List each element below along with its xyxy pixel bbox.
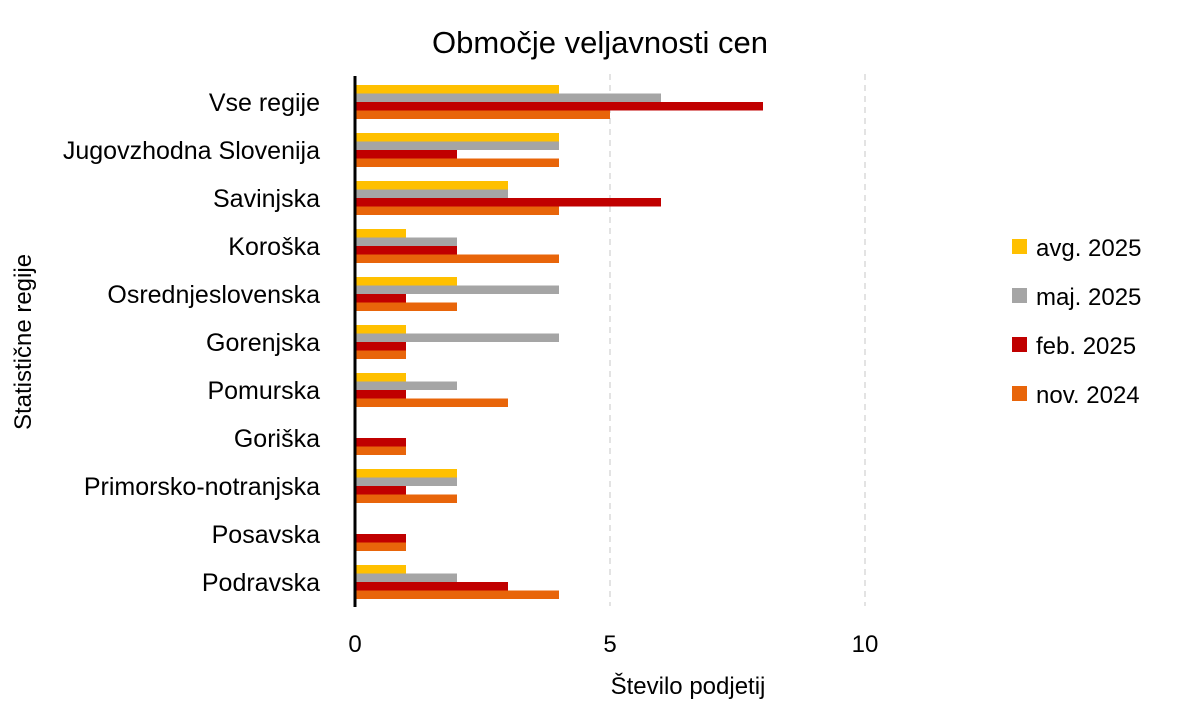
bar <box>355 350 406 359</box>
bar <box>355 542 406 551</box>
bar <box>355 446 406 455</box>
bar <box>355 565 406 574</box>
bar <box>355 373 406 382</box>
bar <box>355 333 559 342</box>
bar <box>355 206 559 215</box>
bar <box>355 133 559 142</box>
x-tick-label: 0 <box>348 631 361 658</box>
legend: avg. 2025 maj. 2025 feb. 2025 nov. 2024 <box>1012 235 1141 409</box>
category-label: Vse regije <box>209 89 320 117</box>
category-label: Podravska <box>202 569 320 597</box>
legend-swatch <box>1012 239 1027 254</box>
legend-label: avg. 2025 <box>1036 235 1141 262</box>
bar <box>355 477 457 486</box>
bar <box>355 438 406 447</box>
bar <box>355 486 406 495</box>
category-label: Pomurska <box>207 377 320 405</box>
bar <box>355 294 406 303</box>
legend-label: nov. 2024 <box>1036 382 1140 409</box>
y-axis-title: Statistične regije <box>10 254 37 430</box>
bar <box>355 93 661 102</box>
bars <box>355 85 763 599</box>
category-label: Savinjska <box>213 185 320 213</box>
bar <box>355 150 457 159</box>
legend-swatch <box>1012 337 1027 352</box>
legend-swatch <box>1012 386 1027 401</box>
bar <box>355 325 406 334</box>
category-label: Jugovzhodna Slovenija <box>63 137 320 165</box>
bar <box>355 342 406 351</box>
chart-title: Območje veljavnosti cen <box>432 25 768 60</box>
bar <box>355 141 559 150</box>
bar <box>355 573 457 582</box>
x-tick-label: 10 <box>852 631 879 658</box>
bar <box>355 102 763 111</box>
bar <box>355 381 457 390</box>
category-label: Osrednjeslovenska <box>107 281 320 309</box>
bar <box>355 277 457 286</box>
x-tick-labels: 0 5 10 <box>348 631 878 658</box>
category-label: Primorsko-notranjska <box>84 473 320 501</box>
bar <box>355 582 508 591</box>
category-label: Gorenjska <box>206 329 320 357</box>
category-label: Posavska <box>212 521 320 549</box>
bar <box>355 285 559 294</box>
bar <box>355 390 406 399</box>
bar <box>355 237 457 246</box>
bar <box>355 110 610 119</box>
bar <box>355 85 559 94</box>
bar <box>355 494 457 503</box>
bar <box>355 198 661 207</box>
category-labels: Vse regije Jugovzhodna Slovenija Savinjska… <box>63 89 320 597</box>
bar <box>355 158 559 167</box>
bar <box>355 469 457 478</box>
bar <box>355 590 559 599</box>
x-axis-title: Število podjetij <box>611 672 766 700</box>
category-label: Goriška <box>234 425 320 453</box>
bar <box>355 398 508 407</box>
legend-label: maj. 2025 <box>1036 284 1141 311</box>
category-label: Koroška <box>228 233 320 261</box>
bar <box>355 534 406 543</box>
x-tick-label: 5 <box>603 631 616 658</box>
gridlines <box>609 74 866 606</box>
bar <box>355 181 508 190</box>
legend-label: feb. 2025 <box>1036 333 1136 360</box>
bar <box>355 246 457 255</box>
bar <box>355 189 508 198</box>
bar <box>355 302 457 311</box>
legend-swatch <box>1012 288 1027 303</box>
bar <box>355 229 406 238</box>
bar <box>355 254 559 263</box>
